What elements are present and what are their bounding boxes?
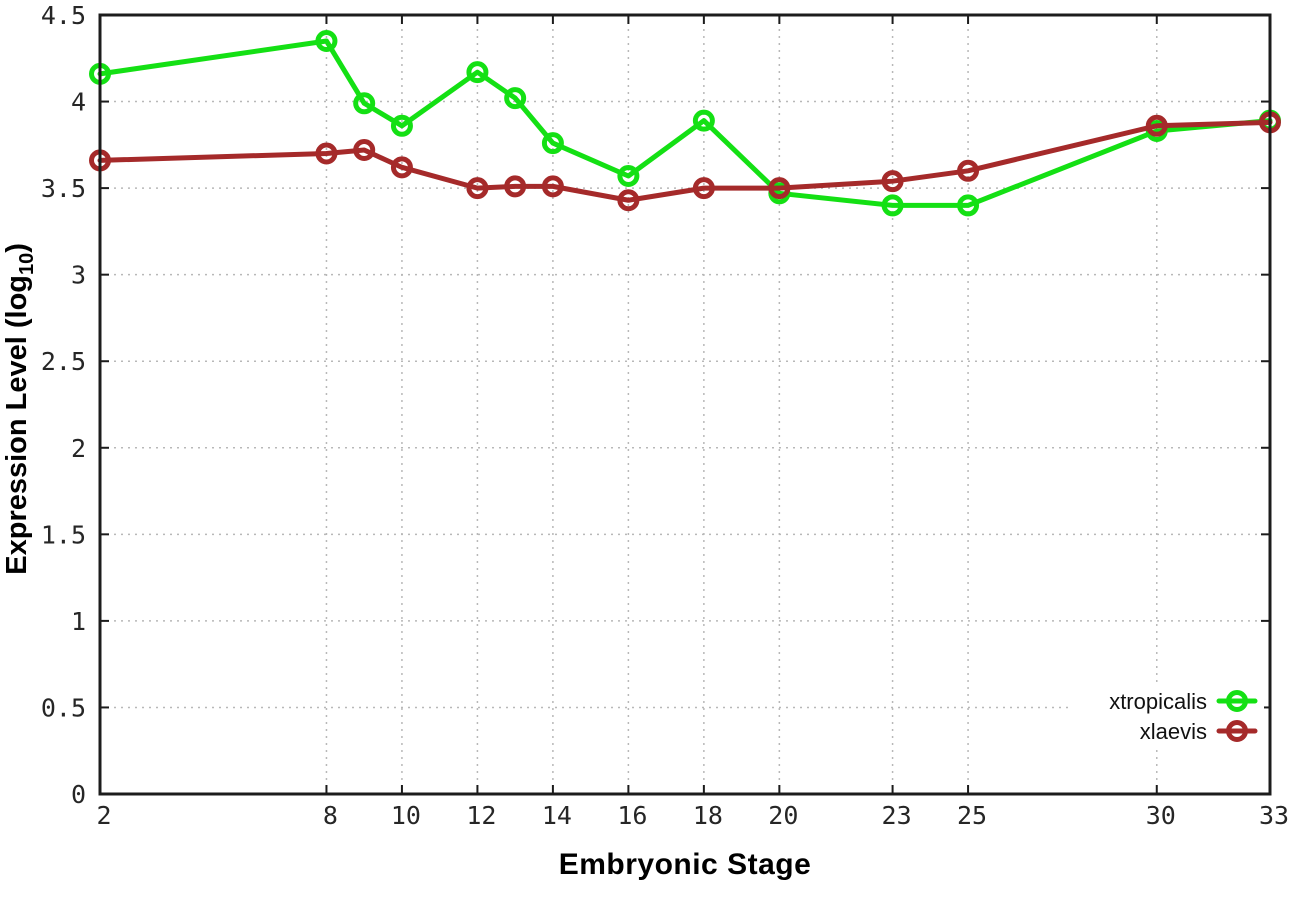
x-tick-label: 33	[1259, 801, 1289, 830]
y-tick-label: 2	[71, 434, 86, 463]
y-axis-title-prefix: Expression Level (log	[1, 274, 34, 575]
data-point-xlaevis	[768, 177, 791, 200]
y-axis-title: Expression Level (log10)	[1, 199, 39, 619]
x-axis-title: Embryonic Stage	[558, 848, 812, 881]
data-point-xtropicalis	[617, 164, 640, 187]
x-tick-label: 16	[617, 801, 647, 830]
data-point-xlaevis	[692, 177, 715, 200]
x-tick-label: 23	[882, 801, 912, 830]
x-tick-label: 12	[466, 801, 496, 830]
data-point-xlaevis	[353, 139, 376, 162]
data-point-xtropicalis	[881, 194, 904, 217]
data-point-xtropicalis	[957, 194, 980, 217]
data-point-xlaevis	[504, 175, 527, 198]
data-point-xtropicalis	[466, 61, 489, 84]
data-point-xlaevis	[315, 142, 338, 165]
x-tick-label: 2	[96, 801, 111, 830]
x-tick-label: 20	[768, 801, 798, 830]
y-tick-label: 0.5	[41, 693, 86, 722]
y-tick-label: 3	[71, 261, 86, 290]
series-line-xtropicalis	[97, 38, 1273, 208]
x-tick-label: 30	[1146, 801, 1176, 830]
data-point-xlaevis	[957, 159, 980, 182]
y-tick-label: 1	[71, 607, 86, 636]
y-axis-title-suffix: )	[1, 243, 34, 253]
y-tick-label: 2.5	[41, 347, 86, 376]
data-point-xtropicalis	[692, 109, 715, 132]
data-point-xlaevis	[617, 189, 640, 212]
y-tick-label: 1.5	[41, 520, 86, 549]
y-tick-label: 0	[71, 780, 86, 809]
legend-label: xlaevis	[1140, 719, 1207, 744]
data-point-xlaevis	[466, 177, 489, 200]
y-tick-label: 4	[71, 88, 86, 117]
data-point-xtropicalis	[541, 132, 564, 155]
x-tick-label: 10	[391, 801, 421, 830]
x-tick-label: 14	[542, 801, 572, 830]
data-point-xtropicalis	[390, 114, 413, 137]
data-point-xlaevis	[881, 170, 904, 193]
x-tick-label: 8	[323, 801, 338, 830]
y-axis-title-subscript: 10	[15, 252, 38, 275]
x-tick-label: 18	[693, 801, 723, 830]
y-tick-label: 4.5	[41, 1, 86, 30]
data-point-xtropicalis	[315, 29, 338, 52]
legend-sample-marker-xlaevis	[1226, 720, 1248, 742]
data-point-xtropicalis	[504, 87, 527, 110]
data-point-xtropicalis	[353, 92, 376, 115]
y-tick-label: 3.5	[41, 174, 86, 203]
legend-label: xtropicalis	[1109, 689, 1207, 714]
data-point-xlaevis	[1145, 114, 1168, 137]
data-point-xlaevis	[390, 156, 413, 179]
plot-border	[98, 13, 1272, 796]
data-point-xlaevis	[541, 175, 564, 198]
x-tick-label: 25	[957, 801, 987, 830]
legend-sample-marker-xtropicalis	[1226, 690, 1248, 712]
